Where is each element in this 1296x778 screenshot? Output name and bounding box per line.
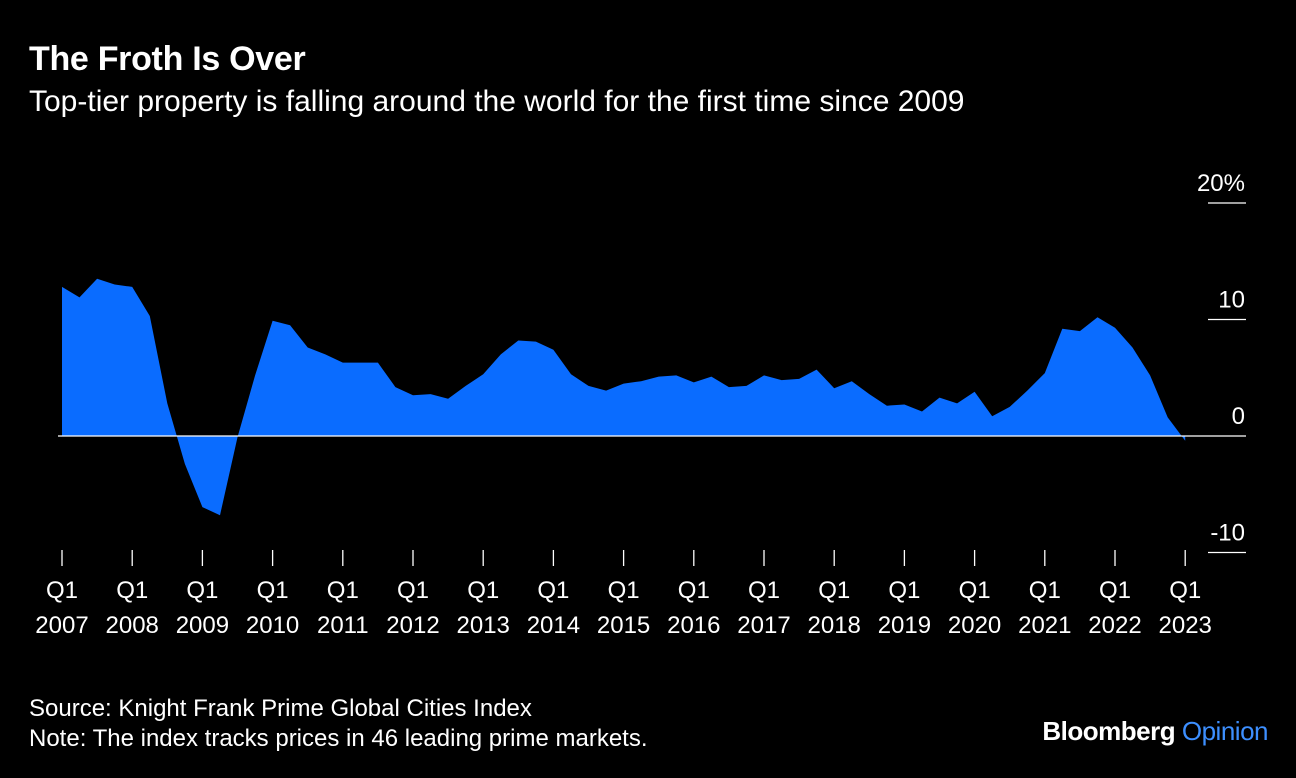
x-tick-label-year: 2014 xyxy=(527,612,580,639)
x-tick-label-quarter: Q1 xyxy=(186,577,218,604)
x-tick-label-quarter: Q1 xyxy=(116,577,148,604)
x-tick-label-year: 2013 xyxy=(457,612,510,639)
x-tick-label-quarter: Q1 xyxy=(818,577,850,604)
chart-title: The Froth Is Over xyxy=(29,40,306,78)
x-tick-label-year: 2022 xyxy=(1088,612,1141,639)
x-tick-label-year: 2018 xyxy=(808,612,861,639)
brand-name: Bloomberg xyxy=(1042,716,1176,746)
x-tick-label-quarter: Q1 xyxy=(608,577,640,604)
x-tick-label-quarter: Q1 xyxy=(397,577,429,604)
x-tick-label-quarter: Q1 xyxy=(888,577,920,604)
x-tick-label-quarter: Q1 xyxy=(257,577,289,604)
x-tick-label-year: 2017 xyxy=(737,612,790,639)
chart-subtitle: Top-tier property is falling around the … xyxy=(29,85,965,118)
x-tick-label-quarter: Q1 xyxy=(959,577,991,604)
y-axis: 20% 10 0 -10 xyxy=(1197,170,1246,554)
source-note: Source: Knight Frank Prime Global Cities… xyxy=(29,695,532,722)
brand-section: Opinion xyxy=(1181,716,1269,746)
x-tick-label-quarter: Q1 xyxy=(678,577,710,604)
footer: Source: Knight Frank Prime Global Cities… xyxy=(29,694,648,754)
x-axis: Q1 2007 Q1 2008 Q1 2009 Q1 2010 Q1 2011 Q1 2012 Q1 20… xyxy=(35,550,1212,639)
x-tick-label-quarter: Q1 xyxy=(1029,577,1061,604)
x-tick-label-quarter: Q1 xyxy=(748,577,780,604)
x-tick-label-quarter: Q1 xyxy=(46,577,78,604)
x-tick-label-year: 2012 xyxy=(386,612,439,639)
x-tick-label-year: 2023 xyxy=(1159,612,1212,639)
x-tick-label-year: 2021 xyxy=(1018,612,1071,639)
x-tick-label-year: 2011 xyxy=(317,612,369,639)
x-tick-label-quarter: Q1 xyxy=(327,577,359,604)
x-tick-label-year: 2019 xyxy=(878,612,931,639)
bloomberg-opinion-logo: Bloomberg Opinion xyxy=(1042,716,1268,747)
x-tick-label-year: 2015 xyxy=(597,612,650,639)
y-tick-label: -10 xyxy=(1210,520,1245,547)
series-area xyxy=(62,278,1186,516)
x-tick-label-year: 2008 xyxy=(106,612,159,639)
y-tick-label: 0 xyxy=(1232,403,1245,430)
x-tick-label-year: 2016 xyxy=(667,612,720,639)
x-tick-label-quarter: Q1 xyxy=(467,577,499,604)
y-tick-label: 20% xyxy=(1197,170,1245,197)
x-tick-label-quarter: Q1 xyxy=(537,577,569,604)
x-tick-label-year: 2007 xyxy=(35,612,88,639)
x-tick-label-year: 2009 xyxy=(176,612,229,639)
methodology-note: Note: The index tracks prices in 46 lead… xyxy=(29,725,648,752)
x-tick-label-quarter: Q1 xyxy=(1169,577,1201,604)
x-tick-label-year: 2010 xyxy=(246,612,299,639)
y-tick-label: 10 xyxy=(1218,287,1245,314)
x-tick-label-year: 2020 xyxy=(948,612,1001,639)
x-tick-label-quarter: Q1 xyxy=(1099,577,1131,604)
